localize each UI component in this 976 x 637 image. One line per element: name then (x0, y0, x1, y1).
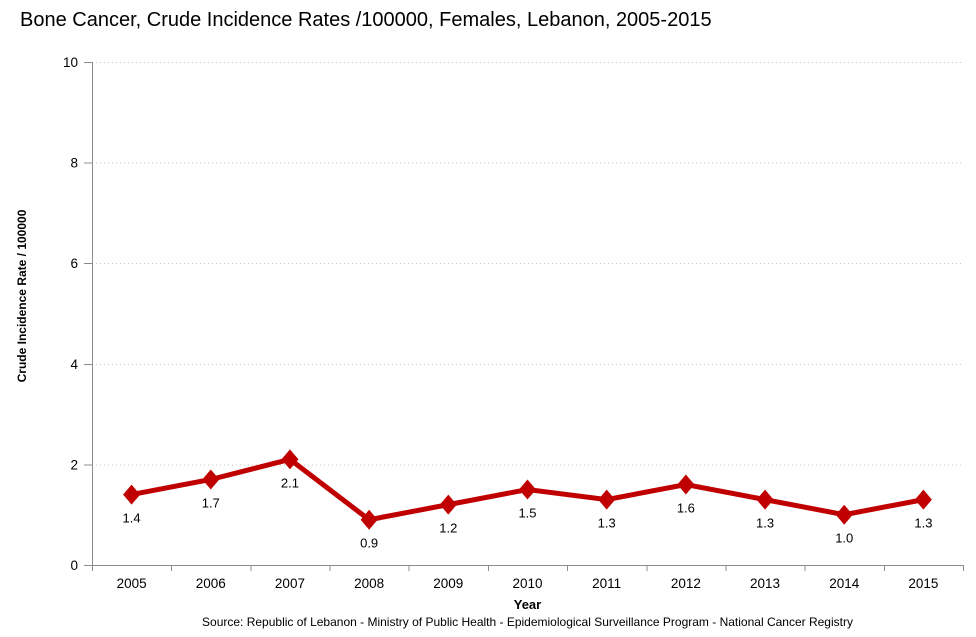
x-axis-title: Year (513, 597, 542, 612)
y-tick-label: 8 (70, 156, 78, 171)
data-point-marker (202, 469, 220, 490)
data-point-marker (519, 479, 536, 500)
data-label: 1.6 (677, 501, 695, 516)
y-tick-label: 6 (70, 256, 78, 271)
data-point-marker (914, 489, 932, 510)
x-tick-label: 2014 (829, 576, 860, 591)
data-label: 1.3 (914, 516, 932, 531)
data-point-marker (281, 449, 299, 470)
y-tick-label: 0 (70, 558, 78, 573)
data-label: 1.3 (598, 516, 616, 531)
x-tick-label: 2010 (512, 576, 542, 591)
x-tick-label: 2006 (196, 576, 226, 591)
data-label: 1.2 (439, 521, 457, 536)
x-tick-label: 2009 (433, 576, 463, 591)
x-tick-label: 2015 (908, 576, 938, 591)
y-tick-label: 4 (70, 357, 78, 372)
data-point-marker (439, 494, 457, 515)
data-point-marker (756, 489, 774, 510)
data-label: 1.0 (835, 531, 853, 546)
data-point-marker (598, 489, 616, 510)
y-tick-label: 2 (70, 457, 78, 472)
data-label: 1.3 (756, 516, 774, 531)
data-label: 1.7 (202, 495, 220, 510)
source-note: Source: Republic of Lebanon - Ministry o… (202, 615, 853, 629)
y-tick-label: 10 (63, 55, 78, 70)
data-label: 1.5 (518, 506, 536, 521)
x-tick-label: 2008 (354, 576, 384, 591)
x-tick-label: 2012 (671, 576, 701, 591)
data-label: 0.9 (360, 536, 378, 551)
data-point-marker (677, 474, 695, 495)
data-point-marker (123, 484, 141, 505)
data-label: 1.4 (123, 511, 141, 526)
chart-title: Bone Cancer, Crude Incidence Rates /1000… (20, 9, 712, 31)
x-tick-label: 2013 (750, 576, 780, 591)
x-tick-label: 2011 (592, 576, 621, 591)
x-tick-label: 2007 (275, 576, 305, 591)
x-tick-label: 2005 (117, 576, 147, 591)
data-label: 2.1 (281, 475, 299, 490)
data-point-marker (835, 504, 853, 525)
data-point-marker (360, 509, 378, 530)
